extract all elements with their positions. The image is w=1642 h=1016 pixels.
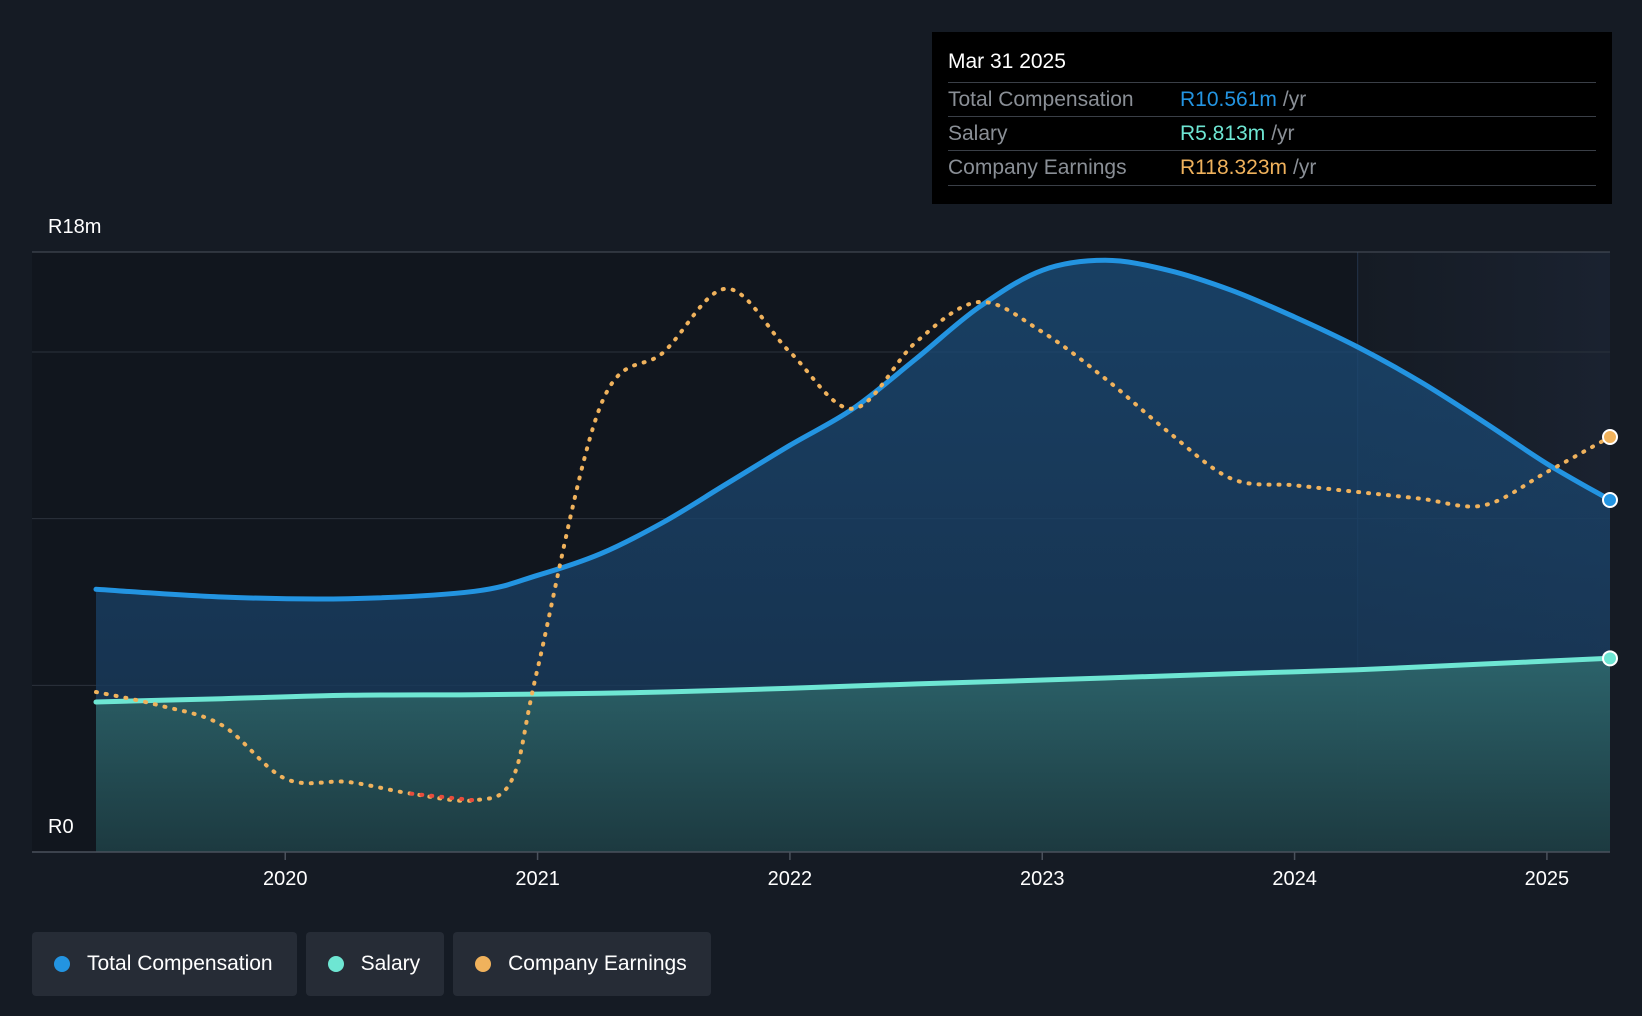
tooltip-row-salary: Salary R5.813m/yr [948,116,1596,151]
total-compensation-end-marker [1602,492,1618,508]
company-earnings-end-marker [1602,429,1618,445]
tooltip-label: Total Compensation [948,88,1134,111]
tooltip-label: Salary [948,122,1008,145]
tooltip-value: R10.561m/yr [1180,88,1307,111]
legend-label: Salary [360,952,421,975]
tooltip-value: R118.323m/yr [1180,156,1317,179]
circle-icon [327,956,344,972]
legend-label: Company Earnings [508,952,687,975]
salary-line [93,655,1613,705]
circle-icon [54,956,70,972]
y-axis-max-label: R18m [48,216,102,238]
legend-item-company-earnings[interactable]: Company Earnings [453,932,711,996]
x-tick-label: 2022 [768,868,813,890]
salary-area [96,658,1610,852]
total-compensation-line [93,257,1613,602]
x-tick-label: 2020 [263,868,308,890]
salary-end-marker [1602,650,1618,667]
x-tick-label: 2021 [515,868,560,890]
circle-icon [475,956,492,972]
tooltip-date: Mar 31 2025 [948,50,1066,73]
company-earnings-negative-segment [409,791,477,803]
legend: Total Compensation Salary Company Earnin… [32,932,711,996]
tooltip-row-total-compensation: Total Compensation R10.561m/yr [948,82,1596,117]
legend-item-total-compensation[interactable]: Total Compensation [32,932,297,996]
x-tick-label: 2024 [1272,868,1317,890]
tooltip-value: R5.813m/yr [1180,122,1295,145]
x-tick-label: 2025 [1525,868,1570,890]
y-axis-min-label: R0 [48,816,74,838]
x-tick-label: 2023 [1020,868,1065,890]
legend-label: Total Compensation [87,952,273,975]
legend-item-salary[interactable]: Salary [305,932,445,996]
tooltip-label: Company Earnings [948,156,1127,179]
tooltip-row-company-earnings: Company Earnings R118.323m/yr [948,150,1596,186]
tooltip: Mar 31 2025 Total Compensation R10.561m /… [932,32,1612,204]
